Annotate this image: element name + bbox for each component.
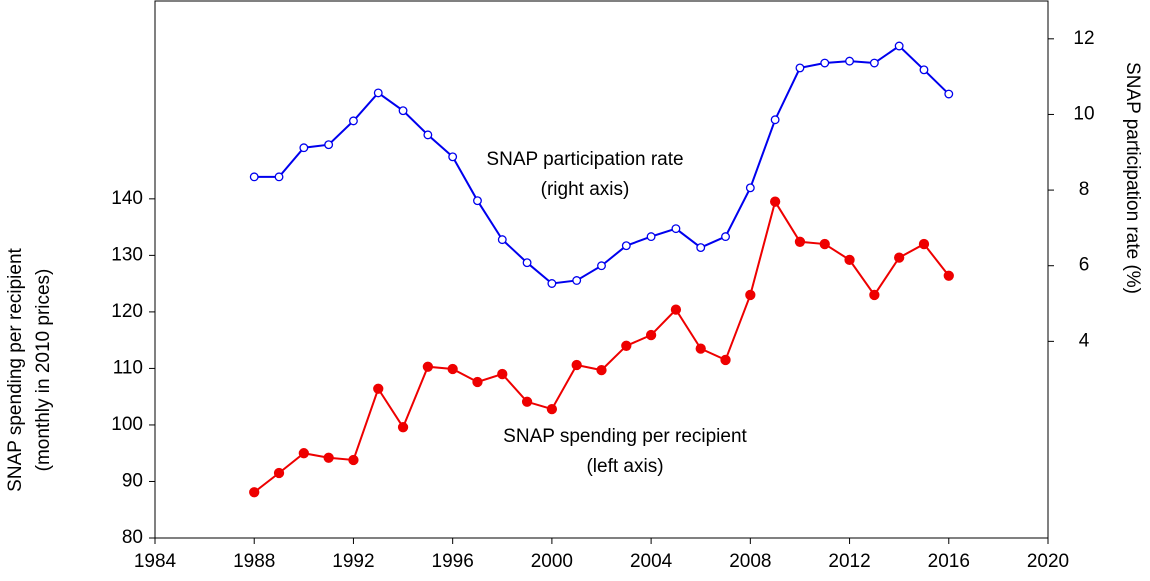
data-point — [844, 254, 855, 266]
data-point — [696, 243, 706, 253]
data-point — [621, 241, 631, 251]
data-point — [324, 140, 334, 150]
data-point — [646, 232, 656, 242]
data-point — [299, 143, 309, 153]
data-point — [274, 172, 284, 182]
y2-tick-label: 8 — [1079, 179, 1090, 200]
data-point — [944, 89, 954, 99]
data-point — [819, 238, 830, 250]
data-point — [472, 376, 483, 388]
data-point — [522, 258, 532, 268]
data-point — [373, 88, 383, 98]
annotation: SNAP participation rate — [486, 149, 683, 170]
data-point — [596, 364, 607, 376]
y-tick-label: 120 — [111, 301, 143, 322]
x-tick-label: 1992 — [332, 551, 374, 572]
data-point — [572, 276, 582, 285]
x-tick-label: 2012 — [828, 551, 870, 572]
y-tick-label: 100 — [111, 414, 143, 435]
y-axis-label: SNAP spending per recipient — [5, 247, 26, 491]
data-point — [671, 224, 681, 234]
data-point — [794, 236, 806, 247]
x-tick-label: 2008 — [729, 551, 771, 572]
data-point — [348, 116, 358, 126]
data-point — [546, 403, 558, 415]
x-tick-label: 2004 — [630, 551, 673, 572]
y-tick-label: 90 — [122, 470, 143, 491]
data-point — [447, 363, 458, 375]
data-point — [894, 41, 904, 51]
data-point — [918, 238, 930, 250]
data-point — [869, 58, 879, 68]
data-point — [298, 448, 309, 459]
y-tick-label: 140 — [111, 188, 143, 209]
data-point — [249, 487, 260, 498]
data-point — [597, 261, 606, 271]
data-point — [348, 454, 359, 466]
x-tick-label: 1988 — [233, 551, 275, 572]
data-point — [869, 289, 880, 301]
data-point — [720, 354, 731, 366]
y2-tick-label: 6 — [1079, 255, 1090, 276]
data-point — [423, 130, 433, 140]
data-point — [943, 270, 954, 281]
x-tick-label: 1996 — [432, 551, 474, 572]
annotation: (right axis) — [541, 179, 630, 200]
data-point — [323, 452, 334, 463]
y-tick-label: 80 — [122, 527, 143, 548]
data-point — [571, 359, 582, 371]
y-tick-label: 110 — [113, 357, 143, 378]
data-point — [273, 467, 285, 479]
data-point — [249, 172, 259, 182]
data-point — [497, 235, 507, 245]
data-point — [497, 368, 508, 380]
annotation: (left axis) — [586, 456, 663, 477]
data-point — [645, 329, 657, 341]
data-point — [745, 183, 755, 193]
data-point — [670, 304, 682, 315]
x-tick-label: 2016 — [928, 551, 970, 572]
y2-axis-label: SNAP participation rate (%) — [1122, 62, 1143, 294]
data-point — [521, 396, 533, 407]
data-point — [422, 361, 434, 372]
y2-tick-label: 10 — [1073, 103, 1094, 124]
y2-tick-label: 12 — [1073, 28, 1094, 49]
data-point — [721, 232, 730, 242]
data-point — [547, 279, 557, 288]
data-point — [919, 65, 929, 75]
x-tick-label: 2000 — [531, 551, 573, 572]
data-point — [820, 58, 830, 68]
data-point — [770, 115, 780, 125]
y-axis-label: (monthly in 2010 prices) — [33, 269, 54, 472]
data-point — [894, 252, 905, 263]
series-line — [253, 199, 950, 494]
data-point — [621, 340, 632, 351]
plot-frame — [154, 0, 1049, 539]
y-tick-label: 130 — [111, 244, 143, 265]
data-point — [745, 289, 756, 301]
annotation: SNAP spending per recipient — [503, 426, 747, 447]
data-point — [769, 196, 781, 207]
data-point — [448, 152, 458, 162]
x-tick-label: 2020 — [1027, 551, 1069, 572]
data-point — [695, 343, 706, 354]
data-point — [473, 196, 482, 206]
data-point — [398, 106, 408, 116]
data-point — [845, 56, 855, 66]
y2-tick-label: 4 — [1079, 330, 1090, 351]
data-point — [397, 422, 409, 433]
data-point — [373, 383, 384, 394]
x-tick-label: 1984 — [134, 551, 177, 572]
data-point — [795, 63, 805, 73]
